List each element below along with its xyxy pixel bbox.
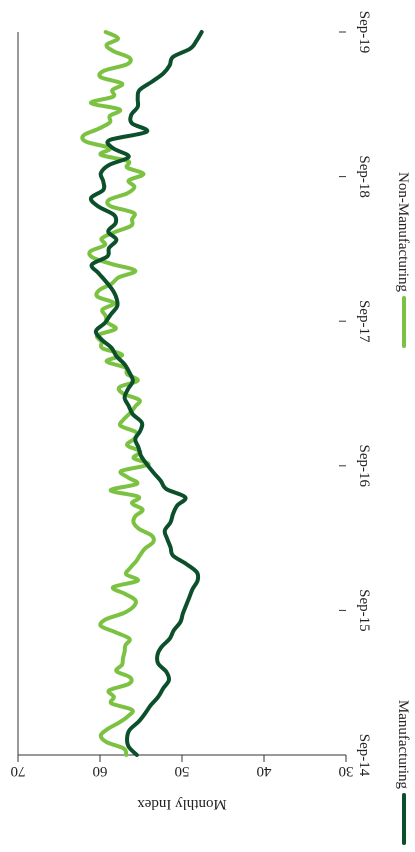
legend: Manufacturing Non-Manufacturing bbox=[395, 172, 411, 845]
time-axis-ticks: Sep-14 Sep-15 Sep-16 Sep-17 Sep-18 Sep-19 bbox=[339, 11, 372, 777]
plot-axes bbox=[17, 32, 346, 756]
series-layer bbox=[80, 30, 204, 757]
time-tick-label: Sep-19 bbox=[356, 11, 372, 54]
value-tick-label: 70 bbox=[11, 763, 26, 779]
time-tick-label: Sep-17 bbox=[356, 300, 372, 343]
legend-item-non-manufacturing: Non-Manufacturing bbox=[395, 172, 411, 348]
value-tick-label: 40 bbox=[257, 763, 272, 779]
series-line-manufacturing bbox=[88, 30, 204, 757]
legend-item-manufacturing: Manufacturing bbox=[395, 700, 411, 845]
value-tick-label: 30 bbox=[339, 763, 354, 779]
time-tick-label: Sep-15 bbox=[356, 589, 372, 632]
legend-label: Manufacturing bbox=[395, 700, 411, 790]
value-tick-label: 60 bbox=[93, 763, 108, 779]
legend-label: Non-Manufacturing bbox=[395, 172, 411, 292]
time-tick-label: Sep-16 bbox=[356, 445, 372, 488]
value-axis-title: Monthly Index bbox=[137, 796, 227, 812]
time-tick-label: Sep-18 bbox=[356, 155, 372, 198]
time-tick-label: Sep-14 bbox=[356, 734, 372, 777]
value-tick-label: 50 bbox=[175, 763, 190, 779]
series-line-non-manufacturing bbox=[80, 30, 156, 757]
value-axis-ticks: 30 40 50 60 70 bbox=[11, 755, 354, 779]
